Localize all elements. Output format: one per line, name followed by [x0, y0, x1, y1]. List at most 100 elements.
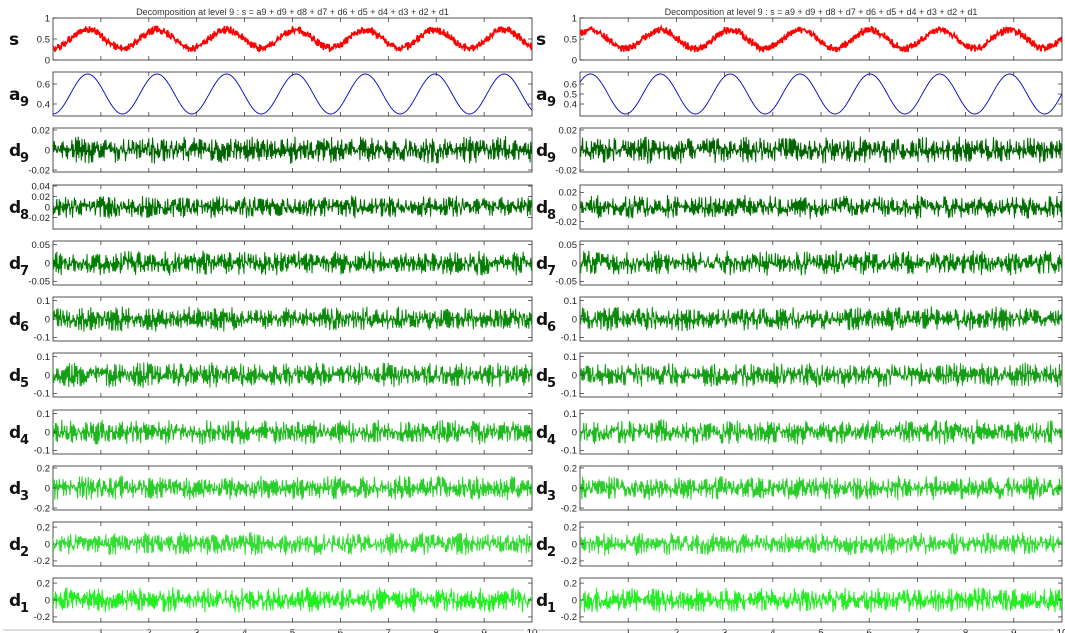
subplot-d5: 0.1 0 -0.1 d5	[9, 352, 533, 400]
row-label: s	[536, 30, 546, 50]
signal-d6-line	[580, 306, 1062, 332]
y-tick-label: 0.02	[32, 192, 51, 203]
signal-d1-line	[580, 587, 1062, 613]
row-label: d	[536, 366, 548, 386]
subplot-d3: 0.2 0 -0.2 d3	[9, 463, 533, 514]
signal-d4-line	[53, 419, 532, 445]
row-label: d	[536, 254, 548, 274]
row-label-subscript: 2	[547, 545, 556, 560]
chart-title: Decomposition at level 9 : s = a9 + d9 +…	[136, 7, 449, 17]
y-tick-label: -0.2	[561, 503, 577, 514]
y-tick-label: 1	[572, 13, 577, 24]
y-tick-label: -0.2	[34, 503, 50, 514]
y-tick-label: 0.2	[37, 463, 50, 474]
row-label: a	[9, 85, 20, 105]
y-tick-label: 0.02	[559, 125, 578, 136]
signal-s-line	[580, 23, 1062, 54]
row-label-subscript: 3	[547, 489, 556, 504]
axes-box	[52, 17, 533, 61]
y-tick-label: -0.02	[555, 217, 577, 228]
y-tick-label: -0.2	[561, 612, 577, 623]
subplot-d4: 0.1 0 -0.1 d4	[536, 409, 1063, 457]
subplot-d6: 0.1 0 -0.1 d6	[9, 296, 533, 344]
axes-box	[52, 71, 533, 117]
row-label-subscript: 9	[20, 151, 29, 166]
y-tick-label: 0.2	[37, 578, 50, 589]
y-tick-label: -0.02	[28, 165, 50, 176]
y-tick-label: 0.04	[32, 181, 51, 192]
subplot-d1: 0.2 0 -0.2 d1	[9, 577, 533, 623]
y-tick-label: -0.2	[561, 556, 577, 567]
y-tick-label: 0.1	[564, 409, 577, 420]
y-tick-label: 0	[572, 314, 577, 325]
row-label-subscript: 8	[547, 208, 556, 223]
row-label: d	[536, 141, 548, 161]
row-label: a	[536, 85, 547, 105]
row-label-subscript: 7	[547, 264, 556, 279]
y-tick-label: 0.05	[32, 240, 51, 251]
subplot-d6: 0.1 0 -0.1 d6	[536, 296, 1063, 344]
y-tick-label: 0.1	[37, 352, 50, 363]
y-tick-label: 0	[572, 258, 577, 269]
row-label-subscript: 4	[20, 433, 29, 448]
y-tick-label: 0.5	[564, 34, 577, 45]
y-tick-label: -0.1	[561, 446, 577, 457]
row-label: d	[536, 423, 548, 443]
y-tick-label: 0	[45, 314, 50, 325]
y-tick-label: 0.4	[564, 99, 577, 110]
y-tick-label: -0.2	[34, 612, 50, 623]
subplot-d8: 0.02 0 -0.02 d8	[536, 184, 1063, 230]
row-label: d	[9, 423, 21, 443]
y-tick-label: 0	[45, 595, 50, 606]
subplot-d4: 0.1 0 -0.1 d4	[9, 409, 533, 457]
y-tick-label: 0	[45, 55, 50, 66]
row-label: d	[9, 366, 21, 386]
subplot-d3: 0.2 0 -0.2 d3	[536, 463, 1063, 514]
y-tick-label: -0.1	[561, 389, 577, 400]
y-tick-label: 0.02	[32, 125, 51, 136]
signal-d5-line	[580, 362, 1062, 388]
subplot-d8: 0.040.020-0.02 d8	[9, 181, 533, 230]
chart-title: Decomposition at level 9 : s = a9 + d9 +…	[665, 7, 978, 17]
row-label-subscript: 1	[547, 601, 556, 616]
subplot-a9: 0.60.50.4 a 9	[536, 71, 1063, 117]
y-tick-label: 0	[572, 370, 577, 381]
row-label-subscript: 4	[547, 433, 556, 448]
y-tick-label: -0.1	[561, 333, 577, 344]
y-tick-label: -0.02	[28, 213, 50, 224]
y-tick-label: 0	[572, 539, 577, 550]
row-label: d	[536, 310, 548, 330]
y-tick-label: 0	[572, 202, 577, 213]
y-tick-label: 0.1	[37, 409, 50, 420]
y-tick-label: 0	[572, 595, 577, 606]
subplot-d1: 0.2 0 -0.2 d1	[536, 577, 1063, 623]
y-tick-label: -0.1	[34, 333, 50, 344]
subplot-d2: 0.2 0 -0.2 d2	[9, 521, 533, 567]
y-tick-label: -0.1	[34, 446, 50, 457]
y-tick-label: 0	[572, 427, 577, 438]
row-label-subscript: 9	[20, 95, 29, 110]
row-label: d	[9, 198, 21, 218]
subplot-d7: 0.05 0 -0.05 d7	[536, 240, 1063, 288]
y-tick-label: -0.2	[34, 556, 50, 567]
y-tick-label: 0.6	[37, 79, 50, 90]
row-label: d	[9, 535, 21, 555]
y-tick-label: 0	[45, 202, 50, 213]
y-tick-label: 0.5	[564, 89, 577, 100]
signal-d7-line	[580, 250, 1062, 276]
x-tick-label: 10	[1056, 628, 1065, 633]
y-tick-label: 0	[45, 539, 50, 550]
row-label: d	[9, 310, 21, 330]
row-label-subscript: 9	[547, 151, 556, 166]
y-tick-label: 0.05	[559, 240, 578, 251]
row-label-subscript: 1	[20, 601, 29, 616]
row-label-subscript: 8	[20, 208, 29, 223]
signal-s-line	[53, 25, 532, 53]
y-tick-label: -0.05	[555, 277, 577, 288]
y-tick-label: 0	[45, 483, 50, 494]
y-tick-label: 0	[572, 55, 577, 66]
left-decomposition-panel: Decomposition at level 9 : s = a9 + d9 +…	[3, 7, 538, 633]
signal-d8-line	[53, 195, 532, 219]
subplot-s: 1 0.5 0 s	[9, 13, 533, 66]
